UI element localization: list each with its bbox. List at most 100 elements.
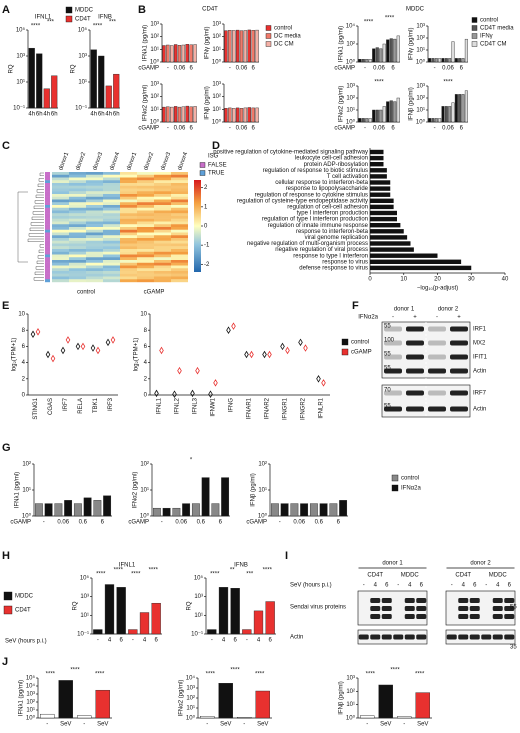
column-label: donor3: [160, 151, 172, 171]
heatmap-cell: [103, 210, 120, 214]
y-tick-label: 10⁵: [80, 575, 90, 582]
chart-title: IFNL1: [119, 563, 136, 569]
heatmap-cell: [120, 257, 137, 261]
bar: [44, 503, 53, 517]
significance: ****: [114, 568, 124, 574]
blot-box: [357, 590, 428, 626]
y-tick-label: 4: [144, 360, 148, 366]
x-tick-label: 6: [391, 126, 395, 132]
legend-swatch: [471, 33, 478, 39]
heatmap-cell: [154, 205, 171, 208]
heatmap-cell: [120, 194, 137, 197]
bar: [370, 265, 472, 271]
heatmap-cell: [52, 188, 69, 192]
chart-title: IFNB: [98, 15, 112, 21]
bar: [166, 44, 170, 63]
bar: [370, 216, 397, 222]
heatmap-cell: [86, 229, 103, 233]
heatmap-cell: [103, 232, 120, 236]
heatmap-cell: [103, 221, 120, 225]
bar: [221, 477, 230, 517]
x-tick-label: 0.06: [175, 520, 187, 526]
heatmap-cell: [171, 279, 188, 283]
band: [469, 634, 480, 640]
bar: [255, 29, 259, 63]
bar: [54, 503, 63, 517]
x-tick-label: -: [206, 722, 208, 728]
legend-label: MDDC: [15, 594, 34, 600]
bar: [434, 58, 438, 63]
y-tick-label: 10⁰: [416, 119, 426, 126]
lane-label: +: [457, 315, 461, 321]
heatmap-cell: [52, 196, 69, 200]
heatmap-cell: [86, 180, 103, 184]
heatmap-cell: [154, 194, 171, 197]
heatmap-cell: [69, 238, 86, 241]
y-tick-label: 10¹: [150, 47, 159, 53]
y-tick-label: 10¹: [186, 706, 195, 712]
heatmap-cell: [120, 232, 137, 236]
heatmap-cell: [137, 218, 154, 222]
category-label: IRF7: [63, 397, 69, 411]
significance: ****: [374, 80, 384, 86]
heatmap-cell: [154, 262, 171, 266]
heatmap-cell: [69, 218, 86, 222]
heatmap-cell: [171, 174, 188, 178]
heatmap-cell: [154, 216, 171, 219]
bar: [162, 106, 166, 123]
heatmap-cell: [171, 265, 188, 269]
heatmap-cell: [69, 265, 86, 269]
heatmap-cell: [69, 271, 86, 274]
x-tick-label: SeV: [220, 722, 231, 728]
x-tick-label: 6h: [36, 112, 43, 118]
heatmap-cell: [154, 229, 171, 233]
legend-title: ISG: [208, 154, 219, 160]
heatmap-cell: [120, 177, 137, 181]
bar: [393, 38, 397, 63]
legend-label: MDDC: [75, 8, 94, 14]
dendrogram: [29, 227, 44, 231]
heatmap-cell: [137, 254, 154, 258]
heatmap-cell: [137, 249, 154, 252]
legend-label: IFNγ: [480, 34, 493, 40]
data-point: [172, 390, 177, 398]
y-tick-label: 10¹: [212, 47, 221, 53]
bar: [235, 107, 240, 123]
heatmap-cell: [52, 238, 69, 241]
heatmap-cell: [120, 265, 137, 269]
y-axis-label: IFNγ (pg/ml): [409, 27, 415, 60]
bar: [34, 503, 43, 517]
heatmap-cell: [52, 229, 69, 233]
legend-swatch: [65, 15, 73, 23]
bar: [397, 716, 412, 719]
significance: ***: [246, 572, 254, 578]
donor-label: donor 1: [394, 307, 415, 313]
bar: [434, 118, 438, 123]
x-tick-label: -: [366, 722, 368, 728]
bar: [193, 44, 197, 63]
heatmap-cell: [86, 183, 103, 186]
panel-letter: E: [2, 300, 9, 312]
legend-swatch: [199, 170, 206, 176]
band: [404, 634, 415, 640]
x-tick-label: 0.6: [79, 520, 88, 526]
heatmap-cell: [69, 188, 86, 192]
heatmap-cell: [103, 279, 120, 283]
panel-letter: D: [212, 140, 220, 152]
isg-cell: [45, 216, 50, 219]
x-tick-label: 0.06: [174, 66, 186, 72]
band: [450, 368, 468, 374]
bar: [370, 149, 384, 155]
heatmap-cell: [52, 251, 69, 255]
legend-label: control: [351, 340, 369, 346]
x-tick-label: -: [364, 66, 366, 72]
heatmap-cell: [52, 276, 69, 280]
data-point: [316, 375, 321, 383]
isg-cell: [45, 177, 50, 181]
y-tick-label: 10: [18, 312, 25, 318]
x-tick-label: -: [43, 520, 45, 526]
category-label: protein ADP-ribosylation: [304, 162, 368, 168]
y-tick-label: 10³: [16, 54, 25, 60]
heatmap-cell: [137, 177, 154, 181]
y-tick-label: 10¹: [22, 488, 31, 494]
